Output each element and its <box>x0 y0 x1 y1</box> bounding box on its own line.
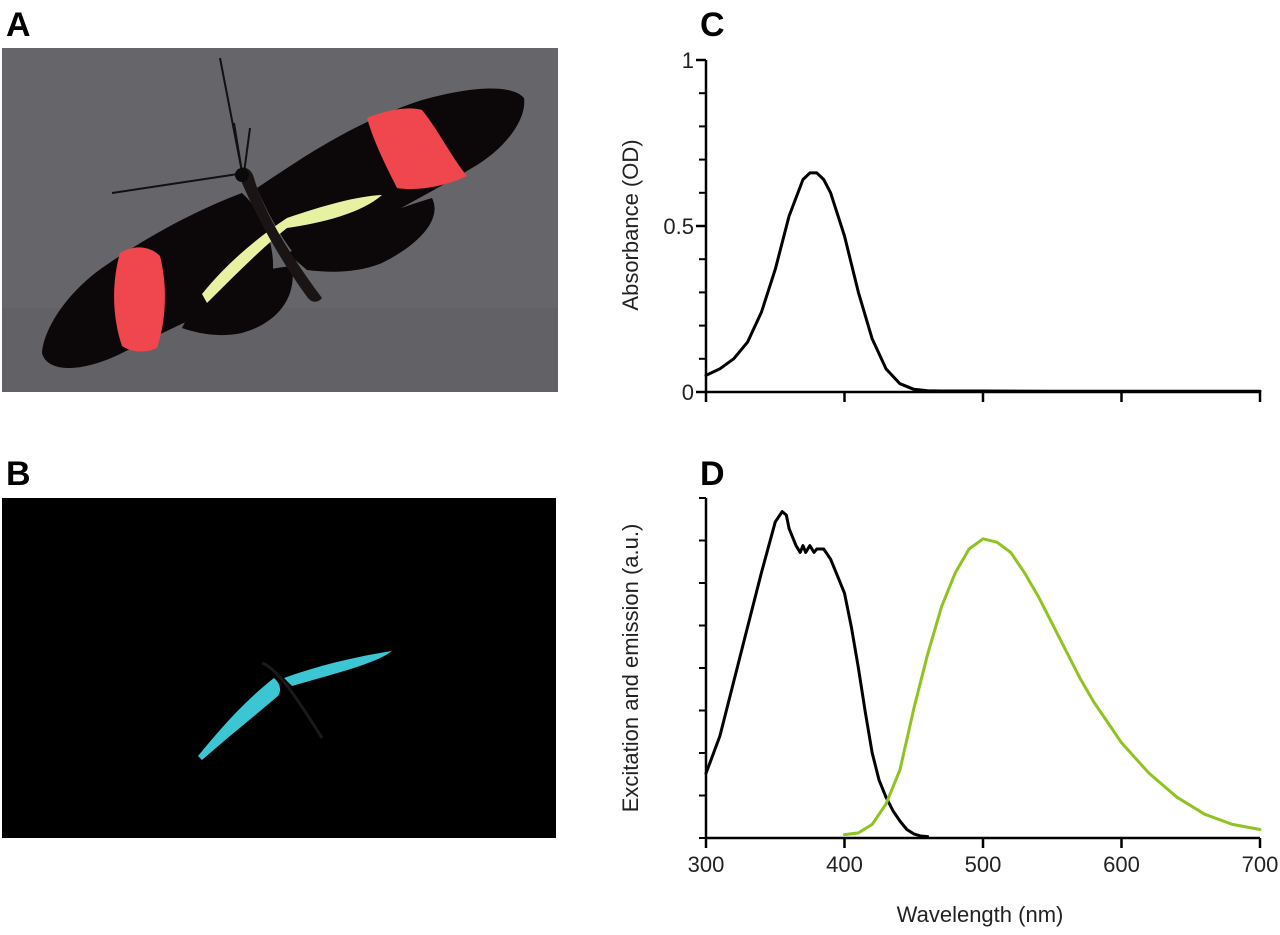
panel-label-b: B <box>6 455 31 493</box>
chart-d-x-tick-label: 400 <box>826 852 863 877</box>
photo-butterfly-visible <box>2 48 558 392</box>
photo-butterfly-fluorescence <box>2 498 556 838</box>
panel-label-a: A <box>6 6 31 44</box>
butterfly-fluorescence-icon <box>2 498 556 838</box>
panel-label-d: D <box>700 455 725 493</box>
chart-d-x-tick-label: 600 <box>1103 852 1140 877</box>
chart-d-x-tick-label: 300 <box>688 852 725 877</box>
butterfly-icon <box>2 48 558 392</box>
chart-c-y-tick-label: 1 <box>682 48 694 73</box>
chart-c-y-tick-label: 0.5 <box>663 214 694 239</box>
chart-d-ylabel: Excitation and emission (a.u.) <box>618 524 643 813</box>
chart-d-series-line-1 <box>843 537 1262 837</box>
chart-d-x-tick-label: 500 <box>965 852 1002 877</box>
chart-c-y-tick-label: 0 <box>682 380 694 405</box>
chart-d-xlabel: Wavelength (nm) <box>897 902 1064 927</box>
chart-c-ylabel: Absorbance (OD) <box>618 139 643 310</box>
panel-label-c: C <box>700 6 725 44</box>
chart-d-series-line-0 <box>704 510 930 839</box>
chart-c-series-line-0 <box>704 171 1262 393</box>
chart-d-x-tick-label: 700 <box>1242 852 1279 877</box>
